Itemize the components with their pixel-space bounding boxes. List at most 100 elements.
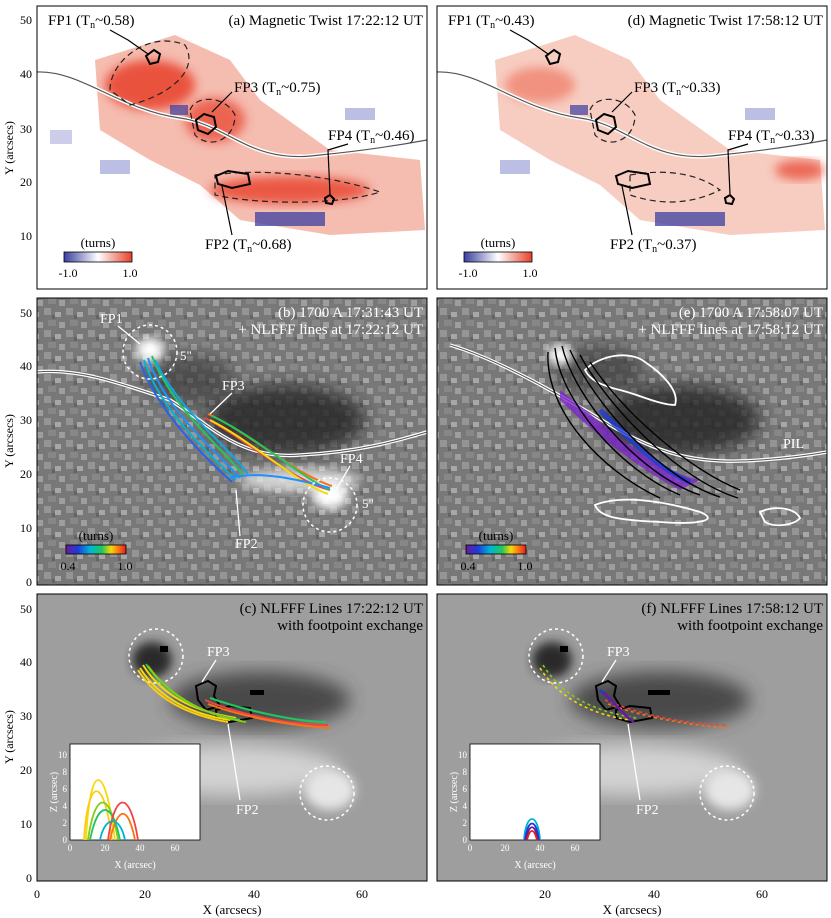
inset-z-tick: 8 — [463, 767, 468, 777]
inset-loop — [83, 790, 113, 841]
y-tick: 30 — [20, 413, 32, 427]
field-line — [554, 347, 681, 496]
inset-loop — [109, 812, 136, 841]
panel-d-twist-map: (d) Magnetic Twist 17:58:12 UT FP1 (Tn~0… — [436, 5, 828, 290]
fp3-arrow — [601, 659, 617, 683]
x-tick: 40 — [248, 887, 260, 901]
field-line — [154, 359, 249, 475]
panel-f-inset-side-view: X (arcsec) Z (arcsec) 0 20 40 60 0 2 4 6… — [449, 743, 601, 871]
panel-d-twist-image — [495, 35, 825, 235]
twist-contour-dashed — [629, 171, 722, 203]
fp2-label: FP2 (Tn~0.37) — [610, 237, 696, 255]
fp1-contour — [144, 48, 162, 66]
fp4-arrow — [335, 465, 351, 491]
field-line — [589, 361, 741, 491]
fp1-arrow — [509, 29, 549, 55]
panel-e-subtitle: + NLFFF lines at 17:58:12 UT — [638, 322, 823, 338]
twist-negative-patch — [345, 108, 375, 120]
panel-f-nlfff-lines: (f) NLFFF Lines 17:58:12 UT with footpoi… — [436, 593, 828, 882]
inset-z-ticks: 0 2 4 6 8 10 — [58, 750, 68, 845]
flare-ribbon-contour — [758, 507, 802, 527]
fp2-label: FP2 — [636, 803, 659, 818]
fp1-contour — [544, 48, 562, 66]
twist-positive-band — [495, 35, 825, 235]
twist-negative-patch — [655, 212, 725, 226]
inset-z-label: Z (arcsec) — [49, 772, 60, 812]
magnetogram-positive-region — [305, 770, 355, 810]
field-line — [209, 419, 329, 495]
x-tick: 20 — [539, 887, 551, 901]
field-line — [204, 699, 329, 726]
y-tick: 0 — [26, 871, 32, 885]
fp3-arrow — [201, 659, 217, 683]
panel-c-title: (c) NLFFF Lines 17:22:12 UT — [240, 601, 423, 617]
twist-colorbar-label: (turns) — [481, 235, 516, 250]
y-tick: 40 — [20, 655, 32, 669]
twist-colorbar-label: (turns) — [81, 235, 116, 250]
inset-x-ticks: 0 20 40 60 — [468, 843, 580, 853]
inset-loops — [523, 818, 541, 841]
field-line — [604, 699, 729, 726]
inset-z-label: Z (arcsec) — [449, 772, 460, 812]
fp4-label: FP4 (Tn~0.33) — [728, 128, 814, 146]
nlfff-field-lines-c — [137, 663, 331, 729]
y-tick: 20 — [20, 467, 32, 481]
polarity-inversion-line — [36, 370, 428, 456]
y-axis-title: Y (arcsecs) — [2, 710, 16, 764]
inset-background — [469, 743, 601, 841]
bright-ribbon — [548, 345, 572, 365]
y-tick: 10 — [20, 817, 32, 831]
fp2-contour — [214, 169, 252, 190]
fp3-contour — [594, 679, 622, 712]
y-tick: 20 — [20, 763, 32, 777]
inset-x-tick: 40 — [536, 843, 546, 853]
panel-b-1700a-image: (b) 1700 A 17:31:43 UT + NLFFF lines at … — [36, 297, 428, 586]
fp4-circle-marker — [302, 477, 358, 533]
sunspot-pixel — [250, 690, 264, 695]
panel-a-twist-map: (a) Magnetic Twist 17:22:12 UT FP1 (Tn~0… — [36, 5, 428, 290]
fp2-contour — [615, 704, 654, 724]
x-tick: 20 — [139, 887, 151, 901]
inset-z-tick: 6 — [63, 784, 68, 794]
field-line — [539, 667, 631, 721]
twist-colorbar-min: -1.0 — [59, 266, 78, 280]
y-tick: 40 — [20, 359, 32, 373]
y-tick: 50 — [20, 602, 32, 616]
polarity-inversion-line — [36, 71, 428, 158]
inset-z-tick: 2 — [63, 818, 68, 828]
twist-colorbar — [463, 251, 533, 263]
field-line — [229, 474, 331, 489]
inset-x-tick: 20 — [501, 843, 511, 853]
field-line — [137, 669, 229, 723]
lines-colorbar-label: (turns) — [479, 528, 514, 543]
sunspot-dark-region — [205, 385, 365, 455]
twist-negative-patch — [170, 105, 188, 115]
inset-loop — [526, 830, 538, 841]
panel-f-title: (f) NLFFF Lines 17:58:12 UT — [641, 601, 823, 617]
panel-a-frame — [36, 5, 428, 290]
sunspot-dark-region — [145, 355, 235, 405]
nlfff-field-lines-f — [539, 664, 731, 729]
fp1-label: FP1 (Tn~0.43) — [448, 13, 534, 31]
inset-z-tick: 8 — [63, 767, 68, 777]
y-axis-title: Y (arcsecs) — [2, 121, 16, 175]
inset-z-tick: 4 — [63, 801, 68, 811]
inset-z-tick: 0 — [63, 835, 68, 845]
fp1-label: FP1 — [100, 312, 123, 327]
lines-colorbar-label: (turns) — [79, 528, 114, 543]
field-line — [139, 667, 231, 721]
panel-c-subtitle: with footpoint exchange — [277, 618, 423, 634]
inset-z-tick: 2 — [463, 818, 468, 828]
y-tick: 10 — [20, 229, 32, 243]
twist-negative-patch — [255, 212, 325, 226]
fp4-arrow — [327, 143, 349, 195]
panel-c-nlfff-lines: (c) NLFFF Lines 17:22:12 UT with footpoi… — [36, 593, 428, 882]
panel-d-title: (d) Magnetic Twist 17:58:12 UT — [628, 13, 823, 29]
inset-loop — [89, 809, 121, 841]
sunspot-dark-region — [600, 385, 760, 455]
sunspot-pixel — [560, 646, 568, 652]
y-axis-title: Y (arcsecs) — [2, 414, 16, 468]
inset-x-tick: 60 — [571, 843, 581, 853]
flare-ribbon-contour — [583, 354, 677, 406]
fp3-contour — [594, 112, 618, 136]
